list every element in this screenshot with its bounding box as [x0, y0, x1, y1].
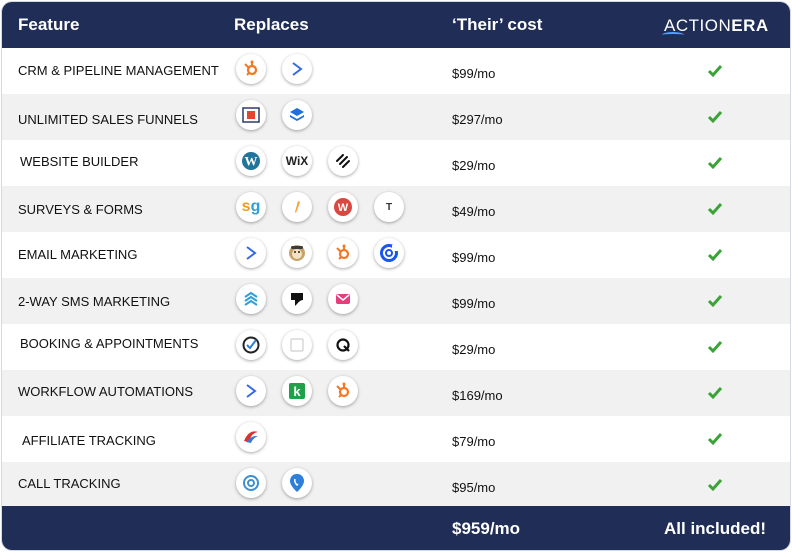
activecampaign-icon [282, 54, 312, 84]
feature-label: BOOKING & APPOINTMENTS [20, 336, 199, 351]
check-icon [707, 341, 723, 354]
cost-value: $79/mo [452, 434, 496, 449]
activecampaign-icon [236, 238, 266, 268]
wix-icon: WiX [282, 146, 312, 176]
wufoo-icon: W [328, 192, 358, 222]
table-row: CALL TRACKING $95/mo [2, 462, 790, 508]
table-row: WEBSITE BUILDER W WiX $29/mo [2, 140, 790, 186]
svg-text:k: k [293, 384, 301, 399]
simpletexting-icon [236, 284, 266, 314]
check-icon [707, 249, 723, 262]
feature-label: WEBSITE BUILDER [20, 154, 139, 169]
clickfunnels-icon [236, 100, 266, 130]
check-icon [707, 65, 723, 78]
table-row: EMAIL MARKETING $99/mo [2, 232, 790, 278]
hubspot-icon [328, 376, 358, 406]
table-footer: $959/mo All included! [2, 506, 790, 550]
table-header: Feature Replaces ‘Their’ cost ACTIONERA [2, 2, 790, 48]
table-row: WORKFLOW AUTOMATIONS k $169/mo [2, 370, 790, 416]
cost-value: $169/mo [452, 388, 503, 403]
hubspot-icon [236, 54, 266, 84]
check-icon [707, 479, 723, 492]
feature-label: EMAIL MARKETING [18, 247, 138, 262]
feature-label: CALL TRACKING [18, 476, 121, 491]
constant-contact-icon [374, 238, 404, 268]
cost-value: $29/mo [452, 342, 496, 357]
check-icon [707, 203, 723, 216]
feature-label: 2-WAY SMS MARKETING [18, 294, 171, 309]
hubspot-icon [328, 238, 358, 268]
leadpages-icon [282, 100, 312, 130]
typeform-icon: T [374, 192, 404, 222]
activecampaign-icon [236, 376, 266, 406]
affiliate-icon [236, 422, 266, 452]
squarespace-icon [328, 146, 358, 176]
cost-value: $95/mo [452, 480, 496, 495]
table-row: AFFILIATE TRACKING $79/mo [2, 416, 790, 462]
check-icon [707, 157, 723, 170]
table-row: BOOKING & APPOINTMENTS $29/mo [2, 324, 790, 370]
cost-value: $99/mo [452, 296, 496, 311]
total-cost: $959/mo [452, 519, 521, 538]
podium-icon [282, 284, 312, 314]
feature-label: AFFILIATE TRACKING [22, 433, 156, 448]
check-icon [707, 111, 723, 124]
feature-label: WORKFLOW AUTOMATIONS [18, 384, 194, 399]
formstack-icon [282, 192, 312, 222]
calendly-icon [282, 330, 312, 360]
mailchimp-icon [282, 238, 312, 268]
textmagic-icon [328, 284, 358, 314]
wordpress-icon: W [236, 146, 266, 176]
cost-value: $99/mo [452, 66, 496, 81]
cost-value: $297/mo [452, 112, 503, 127]
cost-value: $49/mo [452, 204, 496, 219]
table-row: UNLIMITED SALES FUNNELS $297/mo [2, 94, 790, 140]
check-icon [707, 433, 723, 446]
cost-value: $29/mo [452, 158, 496, 173]
acuity-icon [236, 330, 266, 360]
callpin-icon [282, 468, 312, 498]
callrail-icon [236, 468, 266, 498]
replaces-column-header: Replaces [234, 15, 309, 34]
keap-icon: k [282, 376, 312, 406]
svg-text:W: W [245, 154, 258, 169]
q-icon [328, 330, 358, 360]
table-row: 2-WAY SMS MARKETING $99/mo [2, 278, 790, 324]
check-icon [707, 387, 723, 400]
cost-value: $99/mo [452, 250, 496, 265]
feature-label: CRM & PIPELINE MANAGEMENT [18, 63, 219, 78]
check-icon [707, 295, 723, 308]
svg-text:W: W [338, 202, 349, 214]
feature-column-header: Feature [18, 15, 80, 34]
actionera-logo: ACTIONERA [662, 16, 769, 36]
all-included-label: All included! [664, 519, 766, 538]
feature-label: UNLIMITED SALES FUNNELS [18, 112, 198, 127]
feature-label: SURVEYS & FORMS [18, 202, 143, 217]
their-cost-column-header: ‘Their’ cost [452, 15, 543, 34]
table-row: CRM & PIPELINE MANAGEMENT $99/mo [2, 48, 790, 94]
